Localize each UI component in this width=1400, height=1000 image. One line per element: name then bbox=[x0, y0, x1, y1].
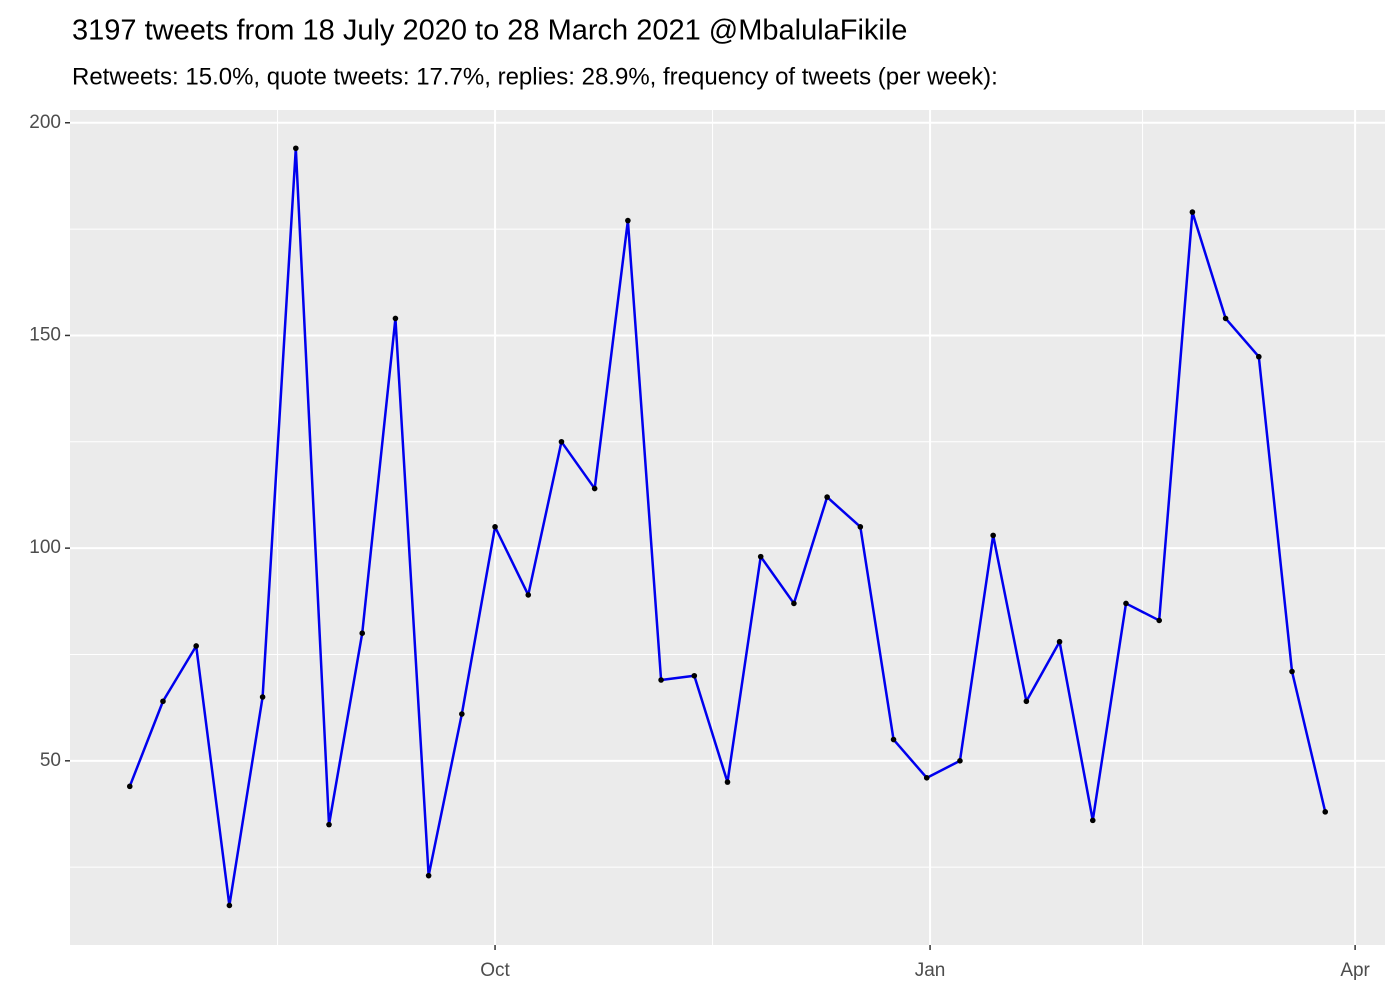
data-point bbox=[226, 902, 233, 909]
data-point bbox=[791, 600, 797, 607]
data-point bbox=[126, 783, 133, 790]
data-point bbox=[326, 821, 332, 828]
data-point bbox=[1123, 600, 1129, 607]
data-point bbox=[160, 698, 166, 705]
data-point bbox=[691, 672, 698, 679]
data-point bbox=[957, 758, 963, 764]
data-point bbox=[525, 592, 532, 598]
data-point bbox=[1256, 353, 1262, 360]
data-point bbox=[459, 711, 465, 717]
data-point bbox=[193, 643, 199, 649]
data-point bbox=[1222, 315, 1229, 322]
data-point bbox=[293, 145, 299, 152]
x-tick-label: Jan bbox=[915, 960, 946, 981]
data-point bbox=[857, 524, 864, 530]
data-point bbox=[359, 630, 366, 637]
data-point bbox=[724, 779, 731, 785]
x-tick-label: Oct bbox=[480, 960, 510, 981]
data-point bbox=[492, 524, 498, 530]
y-tick-label: 100 bbox=[29, 537, 61, 558]
data-point bbox=[625, 217, 631, 224]
data-point bbox=[1023, 698, 1030, 705]
data-point bbox=[425, 872, 432, 879]
y-tick-label: 50 bbox=[40, 750, 61, 771]
data-point bbox=[1189, 209, 1196, 215]
data-point bbox=[1322, 809, 1329, 815]
data-point bbox=[1089, 817, 1096, 824]
x-tick-label: Apr bbox=[1340, 960, 1370, 981]
data-point bbox=[990, 532, 996, 539]
data-point bbox=[824, 494, 830, 500]
chart-title: 3197 tweets from 18 July 2020 to 28 Marc… bbox=[72, 15, 907, 47]
data-point bbox=[259, 694, 266, 700]
data-point bbox=[890, 736, 897, 743]
data-point bbox=[591, 485, 598, 492]
data-point bbox=[757, 553, 764, 560]
data-point bbox=[1289, 668, 1295, 675]
data-point bbox=[1156, 617, 1162, 624]
data-point bbox=[658, 677, 664, 683]
y-tick-label: 200 bbox=[29, 112, 61, 133]
data-point bbox=[923, 775, 930, 781]
chart-subtitle: Retweets: 15.0%, quote tweets: 17.7%, re… bbox=[72, 63, 998, 90]
plot-panel bbox=[70, 110, 1385, 945]
y-tick-label: 150 bbox=[29, 324, 61, 345]
data-point bbox=[392, 315, 399, 322]
data-point bbox=[558, 438, 565, 445]
data-point bbox=[1056, 638, 1063, 645]
